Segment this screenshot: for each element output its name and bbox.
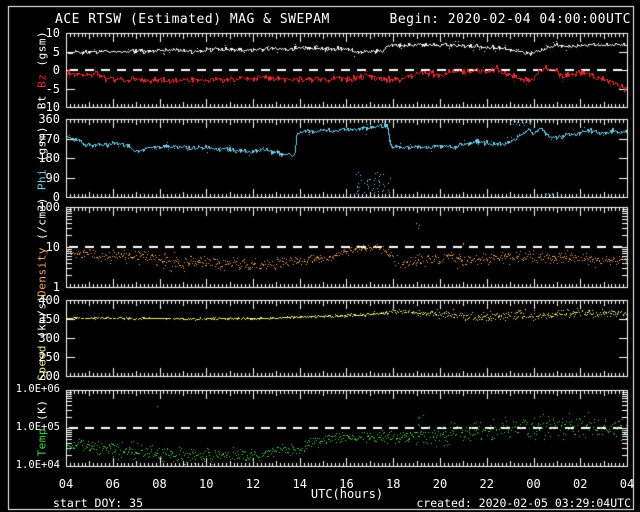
x-tick-label: 02: [573, 477, 588, 491]
x-tick-label: 06: [105, 477, 120, 491]
y-tick-label: 0: [52, 63, 60, 77]
x-tick-label: 00: [526, 477, 541, 491]
x-tick-label: 04: [58, 477, 74, 491]
y-tick-label: 250: [38, 350, 60, 364]
begin-timestamp: Begin: 2020-02-04 04:00:00UTC: [389, 12, 631, 27]
y-tick-label: 10: [45, 240, 60, 254]
y-tick-label: 1: [52, 280, 60, 294]
x-tick-label: 04: [619, 477, 635, 491]
y-tick-label: 180: [38, 151, 60, 165]
y-tick-label: 270: [38, 132, 60, 146]
x-tick-label: 20: [432, 477, 448, 491]
x-tick-label: 10: [199, 477, 214, 491]
x-tick-label: 16: [339, 477, 354, 491]
y-tick-label: 5: [52, 45, 60, 59]
y-tick-label: 350: [38, 312, 60, 326]
x-tick-label: 18: [386, 477, 401, 491]
y-tick-label: 300: [38, 331, 60, 345]
y-tick-label: 200: [38, 369, 60, 383]
y-tick-label: 360: [38, 112, 60, 126]
x-tick-label: 08: [152, 477, 167, 491]
y-tick-label: 1.0E+06: [15, 383, 60, 395]
plot-title: ACE RTSW (Estimated) MAG & SWEPAM: [55, 12, 330, 27]
y-tick-label: -5: [45, 82, 60, 96]
x-tick-label: 14: [292, 477, 307, 491]
y-tick-label: 10: [45, 26, 60, 40]
y-tick-label: 400: [38, 293, 60, 307]
y-tick-label: 1.0E+05: [15, 421, 60, 433]
x-axis-label: UTC(hours): [0, 487, 640, 501]
footer-created: created: 2020-02-05 03:29:04UTC: [416, 496, 631, 510]
y-tick-label: 0: [52, 190, 60, 204]
y-tick-label: -10: [38, 100, 60, 114]
x-axis-label-text: UTC(hours): [310, 487, 384, 501]
y-tick-label: 100: [38, 200, 60, 214]
x-tick-label: 22: [479, 477, 494, 491]
x-tick-label: 12: [245, 477, 261, 491]
y-tick-label: 90: [45, 171, 60, 185]
y-tick-label: 1.0E+04: [15, 459, 60, 471]
footer-start-doy: start DOY: 35: [53, 496, 144, 510]
